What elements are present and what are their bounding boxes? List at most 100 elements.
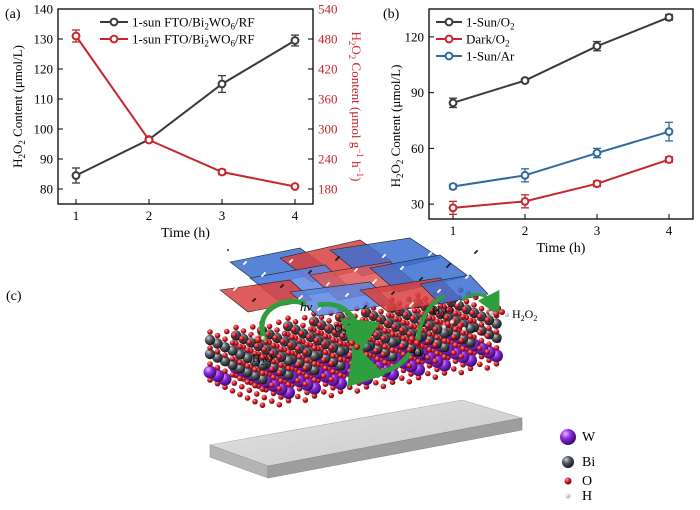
atom-o	[347, 352, 353, 359]
atom-o	[296, 354, 303, 360]
panel-c-label: (c)	[6, 289, 22, 304]
atom-o	[445, 306, 451, 313]
y-tick-label-right: 420	[318, 62, 338, 77]
atom-o	[382, 343, 388, 350]
legend-atom-o-icon	[564, 477, 572, 485]
atom-o	[229, 372, 236, 378]
atom-o	[207, 361, 213, 367]
data-point-0	[71, 171, 81, 180]
atom-o	[411, 307, 418, 314]
atom-o	[432, 342, 439, 348]
legend-marker-1	[444, 34, 454, 44]
atom-o	[415, 358, 422, 365]
atom-o	[452, 342, 459, 349]
atom-o	[252, 366, 258, 373]
atom-o	[295, 377, 301, 384]
atom-o	[289, 334, 295, 341]
atom-o	[467, 349, 474, 356]
atom-o	[384, 320, 390, 326]
y-tick-label-left: 130	[34, 32, 54, 47]
atom-o	[463, 298, 470, 305]
data-point-1	[448, 203, 458, 213]
atom-o	[363, 352, 370, 358]
atom-o	[382, 359, 388, 366]
atom-o	[246, 387, 253, 394]
legend-label-0: 1-sun FTO/Bi2WO6/RF	[132, 15, 255, 32]
atom-o	[478, 305, 485, 312]
atom-o	[214, 364, 221, 371]
atom-o	[493, 329, 500, 335]
atom-o	[399, 375, 405, 381]
atom-o	[354, 356, 361, 362]
atom-o	[354, 372, 361, 378]
atom-o	[389, 331, 396, 338]
atom-o	[224, 328, 230, 335]
atom-o	[302, 381, 309, 387]
atom-o	[298, 330, 305, 336]
panel-a-label: (a)	[5, 7, 21, 22]
atom-o	[434, 366, 440, 373]
atom-o	[467, 365, 474, 372]
atom-o	[278, 394, 284, 400]
atom-o	[469, 309, 476, 316]
lattice-dot	[279, 285, 283, 289]
data-point-1	[592, 179, 602, 189]
atom-o	[276, 369, 283, 376]
y-tick-label-right: 180	[318, 182, 338, 197]
atom-o	[348, 328, 355, 335]
atom-o	[296, 370, 303, 376]
h2o-left-label: H2O	[252, 351, 274, 367]
panel-b-label: (b)	[383, 7, 400, 22]
atom-o	[259, 386, 266, 393]
atom-o	[478, 321, 485, 328]
atom-o	[458, 337, 465, 344]
legend-atom-bi-label: Bi	[582, 455, 595, 470]
series-line-0	[452, 16, 670, 104]
lattice-dot	[288, 260, 292, 264]
atom-o	[425, 354, 431, 361]
atom-o	[207, 377, 213, 383]
atom-o	[335, 313, 342, 320]
atom-o	[240, 328, 247, 334]
atom-o	[426, 363, 433, 369]
atom-o	[304, 373, 310, 380]
atom-o	[229, 356, 236, 362]
atom-o	[415, 374, 422, 381]
atom-o	[373, 363, 379, 370]
atom-o	[237, 359, 243, 366]
atom-o	[410, 315, 416, 322]
x-tick-label: 1	[450, 223, 457, 238]
atom-w	[203, 365, 217, 379]
atom-o	[237, 375, 243, 382]
lattice-dot	[353, 269, 357, 273]
atom-o	[317, 322, 323, 328]
x-tick-label: 3	[219, 208, 226, 223]
atom-o	[283, 323, 290, 329]
atom-o	[296, 386, 303, 392]
atom-o	[452, 310, 459, 317]
atom-o	[269, 350, 275, 356]
y-axis-label: H2O2 Content (μmol/L)	[388, 65, 405, 188]
atom-o	[244, 347, 251, 353]
h2o2-molecule	[489, 309, 509, 317]
atom-o	[373, 379, 379, 386]
atom-o	[408, 371, 414, 377]
atom-o	[278, 362, 284, 368]
atom-o	[432, 374, 439, 380]
atom-o	[326, 318, 332, 324]
atom-o	[261, 394, 268, 401]
atom-o	[451, 366, 457, 372]
atom-o	[270, 390, 277, 397]
atom-o	[389, 347, 396, 354]
atom-o	[467, 333, 474, 340]
series-line-1	[452, 158, 670, 209]
atom-o	[324, 325, 331, 332]
lattice-dot	[226, 248, 230, 252]
legend-atom-o-label: O	[582, 474, 592, 489]
atom-o	[276, 353, 283, 360]
atom-o	[259, 354, 266, 361]
atom-o	[322, 349, 329, 356]
atom-o	[214, 380, 221, 387]
atom-o	[252, 350, 258, 357]
atom-o	[315, 329, 321, 336]
